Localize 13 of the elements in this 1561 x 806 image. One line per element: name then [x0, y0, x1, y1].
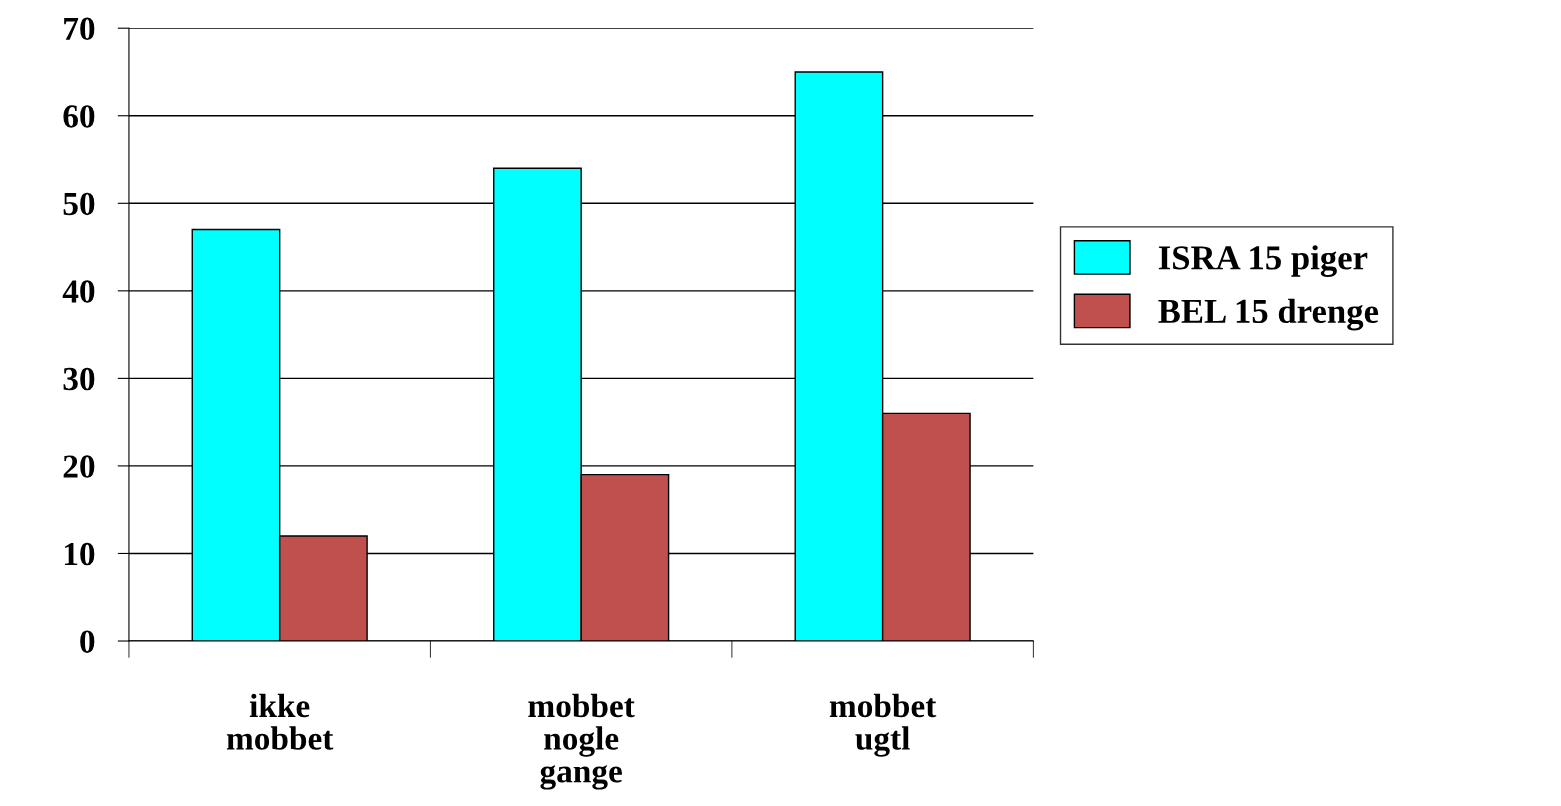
- y-tick-label: 60: [63, 105, 95, 128]
- y-tick-label: 40: [62, 280, 95, 303]
- y-tick-label: 50: [63, 192, 95, 216]
- x-tick-label: ikke mobbet: [226, 693, 334, 750]
- y-tick-label: 30: [63, 367, 95, 391]
- legend-label: BEL 15 drenge: [1158, 298, 1379, 331]
- y-tick-label: 0: [80, 630, 95, 653]
- y-tick-label: 10: [64, 542, 95, 566]
- x-tick-label: mobbet nogle gange: [528, 693, 635, 790]
- y-tick-label: 70: [64, 17, 95, 41]
- legend-label: ISRA 15 piger: [1158, 245, 1368, 277]
- y-tick-label: 20: [63, 455, 95, 478]
- x-tick-label: mobbet ugtl: [829, 693, 937, 757]
